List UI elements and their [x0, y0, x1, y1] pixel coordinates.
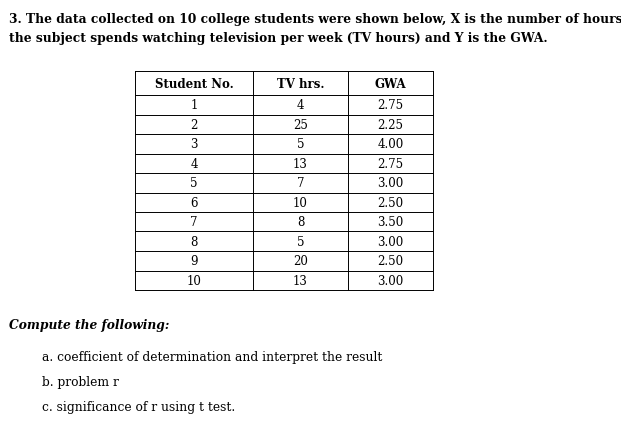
Text: 2.75: 2.75	[378, 157, 404, 170]
Text: 3.00: 3.00	[378, 235, 404, 248]
Text: 5: 5	[297, 138, 304, 151]
Text: the subject spends watching television per week (TV hours) and Y is the GWA.: the subject spends watching television p…	[9, 32, 548, 45]
Text: 13: 13	[293, 274, 308, 287]
Text: 10: 10	[186, 274, 201, 287]
Text: 2.75: 2.75	[378, 99, 404, 112]
Text: 2: 2	[190, 118, 197, 132]
Text: 5: 5	[297, 235, 304, 248]
Text: 1: 1	[190, 99, 197, 112]
Text: 9: 9	[190, 255, 197, 268]
Text: 3.00: 3.00	[378, 274, 404, 287]
Text: 2.25: 2.25	[378, 118, 404, 132]
Text: 4.00: 4.00	[378, 138, 404, 151]
Text: 4: 4	[297, 99, 304, 112]
Text: GWA: GWA	[374, 77, 406, 90]
Text: 2.50: 2.50	[378, 196, 404, 209]
Text: 8: 8	[190, 235, 197, 248]
Text: 3: 3	[190, 138, 197, 151]
Text: 7: 7	[297, 177, 304, 190]
Text: 10: 10	[293, 196, 308, 209]
Text: 25: 25	[293, 118, 308, 132]
Text: 5: 5	[190, 177, 197, 190]
Text: 3. The data collected on 10 college students were shown below, X is the number o: 3. The data collected on 10 college stud…	[9, 13, 621, 26]
Text: 13: 13	[293, 157, 308, 170]
Text: c. significance of r using t test.: c. significance of r using t test.	[42, 400, 235, 413]
Text: TV hrs.: TV hrs.	[277, 77, 324, 90]
Text: 20: 20	[293, 255, 308, 268]
Text: 3.00: 3.00	[378, 177, 404, 190]
Text: 3.50: 3.50	[378, 216, 404, 229]
Text: Compute the following:: Compute the following:	[9, 318, 170, 331]
Text: a. coefficient of determination and interpret the result: a. coefficient of determination and inte…	[42, 350, 383, 363]
Text: 4: 4	[190, 157, 197, 170]
Text: 2.50: 2.50	[378, 255, 404, 268]
Text: 6: 6	[190, 196, 197, 209]
Text: Student No.: Student No.	[155, 77, 233, 90]
Text: 8: 8	[297, 216, 304, 229]
Text: 7: 7	[190, 216, 197, 229]
Text: b. problem r: b. problem r	[42, 375, 119, 388]
